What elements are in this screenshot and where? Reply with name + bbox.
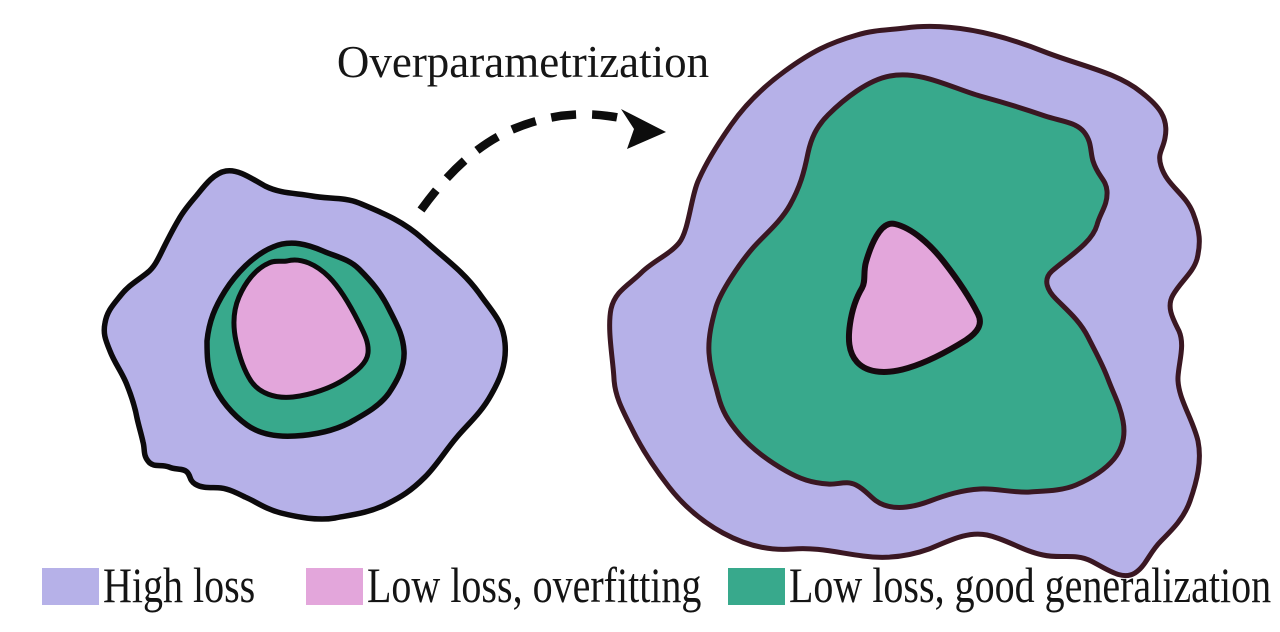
overfitting-swatch bbox=[306, 568, 363, 605]
good-generalization-label: Low loss, good generalization bbox=[789, 557, 1272, 613]
diagram-title: Overparametrization bbox=[336, 37, 710, 87]
high-loss-label: High loss bbox=[103, 557, 256, 613]
overparametrization-arrow bbox=[417, 109, 666, 213]
large-overfitting-region bbox=[845, 220, 983, 375]
large-loss-landscape bbox=[607, 23, 1202, 579]
overfitting-label: Low loss, overfitting bbox=[367, 557, 702, 613]
small-overfitting-region bbox=[231, 257, 371, 400]
arrow-dashed-curve bbox=[417, 110, 634, 213]
small-loss-landscape bbox=[101, 168, 509, 522]
high-loss-swatch bbox=[42, 568, 99, 605]
good-generalization-swatch bbox=[728, 568, 785, 605]
arrow-head-icon bbox=[621, 109, 666, 149]
